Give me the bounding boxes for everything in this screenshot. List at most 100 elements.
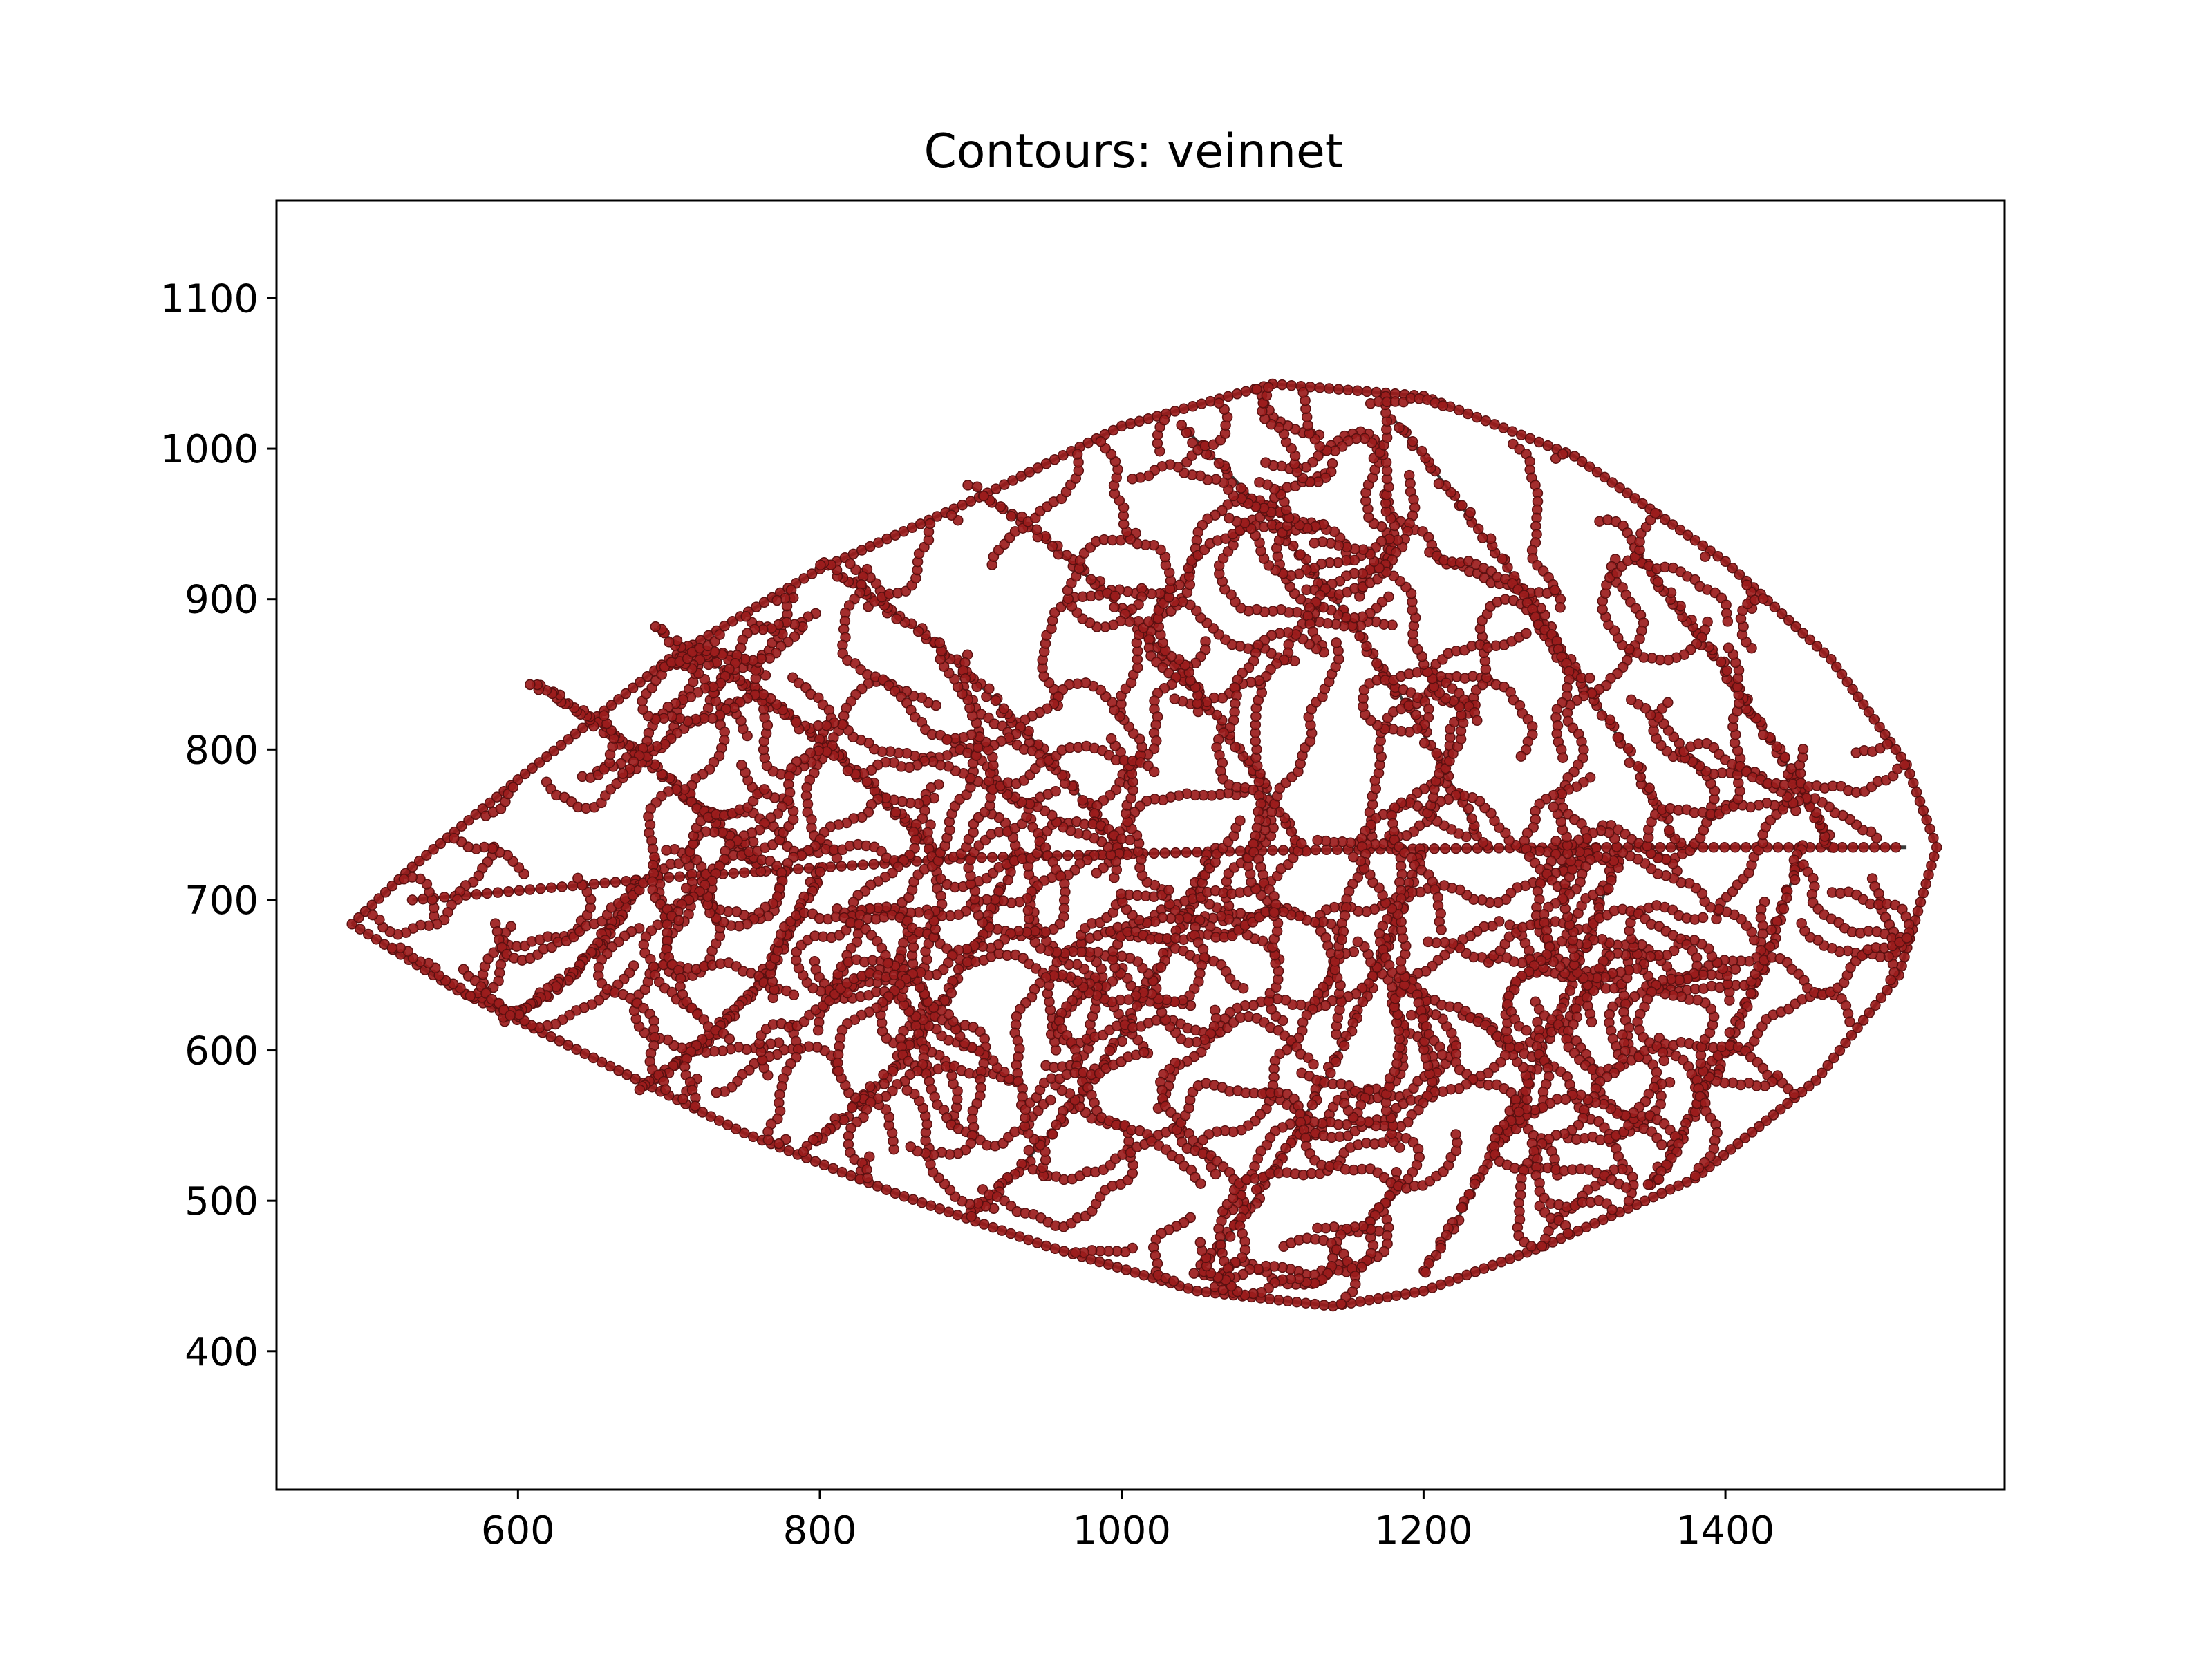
contour-point bbox=[371, 934, 382, 945]
contour-point bbox=[962, 480, 973, 491]
contour-point bbox=[1047, 541, 1058, 552]
contour-point bbox=[514, 885, 525, 897]
contour-point bbox=[1352, 385, 1363, 397]
contour-point bbox=[1418, 738, 1430, 749]
contour-point bbox=[677, 1093, 688, 1105]
contour-point bbox=[999, 479, 1010, 490]
contour-point bbox=[1720, 556, 1731, 568]
contour-point bbox=[1007, 475, 1018, 486]
contour-point bbox=[1211, 709, 1223, 721]
contour-point bbox=[971, 481, 983, 493]
plot-area bbox=[346, 378, 1942, 1312]
contour-point bbox=[577, 722, 588, 733]
contour-point bbox=[1338, 1040, 1350, 1051]
contour-point bbox=[562, 1040, 574, 1051]
contour-point bbox=[984, 683, 995, 695]
contour-point bbox=[1614, 482, 1625, 494]
contour-point bbox=[554, 1035, 565, 1047]
contour-point bbox=[1002, 874, 1013, 885]
contour-point bbox=[1667, 519, 1678, 530]
contour-point bbox=[1288, 540, 1299, 552]
contour-point bbox=[660, 1084, 671, 1095]
contour-point bbox=[413, 855, 425, 867]
contour-point bbox=[1921, 814, 1932, 825]
contour-point bbox=[1586, 1016, 1597, 1028]
contour-point bbox=[406, 894, 418, 906]
contour-point bbox=[1870, 1000, 1881, 1011]
contour-point bbox=[482, 888, 493, 899]
contour-point bbox=[1732, 1138, 1743, 1150]
contour-point bbox=[1730, 842, 1741, 853]
contour-point bbox=[1834, 1044, 1846, 1056]
contour-point bbox=[641, 671, 653, 682]
contour-point bbox=[1782, 1098, 1793, 1109]
contour-point bbox=[1858, 842, 1869, 853]
contour-point bbox=[1082, 437, 1094, 449]
contour-point bbox=[987, 1221, 999, 1233]
contour-point bbox=[1091, 868, 1103, 879]
contour-point bbox=[1462, 408, 1474, 420]
contour-point bbox=[1920, 878, 1931, 890]
contour-point bbox=[1267, 845, 1278, 856]
contour-point bbox=[1188, 1268, 1200, 1279]
point-layer bbox=[346, 378, 1942, 1312]
contour-point bbox=[1899, 759, 1911, 771]
contour-point bbox=[680, 883, 692, 894]
contour-point bbox=[1391, 1290, 1402, 1302]
contour-point bbox=[379, 887, 391, 898]
contour-point bbox=[1364, 1295, 1375, 1306]
contour-point bbox=[1653, 1174, 1665, 1185]
contour-point bbox=[674, 871, 686, 883]
contour-point bbox=[507, 782, 519, 793]
contour-point bbox=[1107, 424, 1119, 436]
contour-point bbox=[1181, 847, 1192, 858]
contour-point bbox=[1477, 837, 1489, 848]
contour-point bbox=[545, 1031, 556, 1042]
contour-point bbox=[1354, 1296, 1366, 1307]
contour-point bbox=[1654, 842, 1666, 853]
contour-point bbox=[1757, 729, 1769, 740]
contour-point bbox=[1774, 1103, 1786, 1115]
contour-point bbox=[1734, 569, 1745, 580]
contour-point bbox=[1624, 757, 1635, 769]
contour-point bbox=[1264, 1293, 1275, 1305]
contour-point bbox=[1049, 1243, 1061, 1255]
contour-point bbox=[524, 884, 536, 895]
contour-point bbox=[1761, 1115, 1772, 1127]
contour-point bbox=[1441, 1230, 1452, 1241]
contour-point bbox=[1431, 747, 1442, 759]
contour-point bbox=[1331, 637, 1342, 648]
contour-point bbox=[791, 717, 802, 728]
contour-point bbox=[1885, 974, 1896, 986]
contour-point bbox=[1723, 642, 1734, 654]
contour-point bbox=[1235, 815, 1246, 826]
contour-point bbox=[901, 1085, 912, 1096]
contour-point bbox=[1568, 451, 1580, 462]
contour-point bbox=[890, 1188, 901, 1199]
contour-point bbox=[1169, 693, 1181, 704]
contour-point bbox=[1094, 1256, 1105, 1268]
contour-point bbox=[1291, 1296, 1302, 1308]
contour-point bbox=[1663, 825, 1675, 836]
contour-point bbox=[1612, 732, 1624, 743]
contour-point bbox=[1047, 1129, 1058, 1140]
contour-point bbox=[1811, 641, 1823, 652]
contour-point bbox=[1477, 532, 1488, 543]
contour-point bbox=[1235, 482, 1247, 494]
contour-point bbox=[1863, 706, 1875, 718]
contour-point bbox=[1725, 1144, 1736, 1155]
contour-point bbox=[1764, 941, 1776, 953]
contour-point bbox=[1549, 584, 1561, 596]
contour-point bbox=[1637, 498, 1648, 509]
contour-point bbox=[572, 872, 583, 884]
contour-point bbox=[503, 885, 514, 897]
contour-point bbox=[1576, 456, 1588, 467]
contour-point bbox=[1690, 1170, 1701, 1181]
contour-point bbox=[1263, 382, 1274, 393]
contour-point bbox=[1429, 843, 1440, 854]
contour-point bbox=[719, 620, 730, 632]
contour-point bbox=[908, 1194, 919, 1206]
contour-point bbox=[711, 1087, 722, 1098]
contour-point bbox=[1176, 420, 1187, 431]
contour-point bbox=[456, 821, 467, 832]
